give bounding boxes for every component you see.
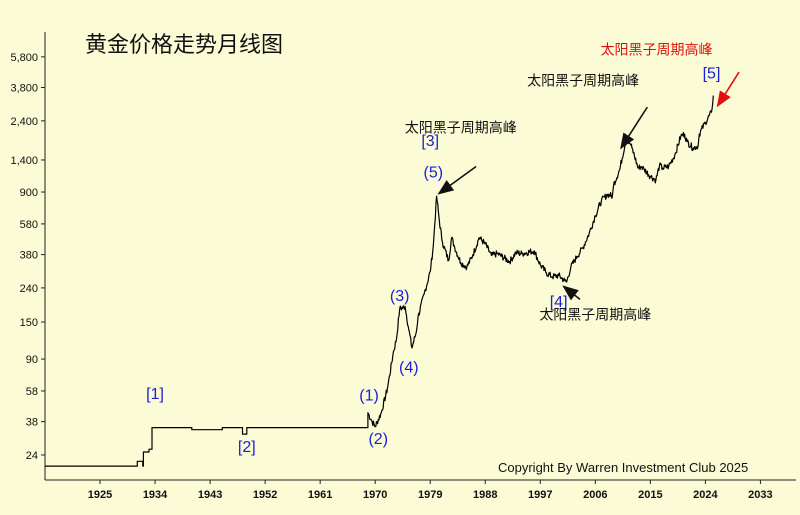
y-tick-label: 900 [20, 187, 38, 199]
wave-label: [2] [238, 439, 256, 456]
sunspot-peak-label: 太阳黑子周期高峰 [405, 119, 517, 136]
sunspot-peak-label: 太阳黑子周期高峰 [527, 73, 639, 90]
y-tick-label: 58 [26, 386, 38, 398]
chart-title: 黄金价格走势月线图 [85, 33, 283, 58]
y-tick-label: 240 [20, 283, 38, 295]
y-tick-label: 1,400 [10, 155, 38, 167]
x-tick-label: 1970 [363, 489, 387, 501]
x-tick-label: 2015 [638, 489, 662, 501]
wave-label: [1] [146, 386, 164, 403]
y-tick-label: 2,400 [10, 116, 38, 128]
x-tick-label: 1961 [308, 489, 332, 501]
wave-label: [3] [421, 133, 439, 150]
y-tick-label: 5,800 [10, 52, 38, 64]
wave-label: (1) [359, 387, 379, 404]
copyright-text: Copyright By Warren Investment Club 2025 [498, 460, 748, 475]
wave-label: (5) [424, 164, 444, 181]
annotation-arrow [437, 165, 477, 195]
y-tick-label: 38 [26, 417, 38, 429]
y-tick-label: 380 [20, 250, 38, 262]
wave-label: [4] [550, 294, 568, 311]
x-tick-label: 1943 [198, 489, 222, 501]
x-tick-label: 2006 [583, 489, 607, 501]
x-tick-label: 1988 [473, 489, 497, 501]
annotation-arrow [716, 71, 740, 108]
x-tick-label: 1934 [143, 489, 168, 501]
x-tick-label: 1997 [528, 489, 552, 501]
wave-label: (3) [390, 288, 410, 305]
y-tick-label: 3,800 [10, 83, 38, 95]
x-tick-label: 1979 [418, 489, 442, 501]
wave-label: (4) [399, 359, 419, 376]
y-tick-label: 580 [20, 219, 38, 231]
wave-label: (2) [368, 431, 388, 448]
sunspot-peak-label: 太阳黑子周期高峰 [539, 307, 651, 324]
y-tick-label: 150 [20, 317, 38, 329]
annotation-arrow [620, 106, 648, 150]
x-tick-label: 1952 [253, 489, 277, 501]
y-tick-label: 24 [26, 450, 38, 462]
x-tick-label: 1925 [88, 489, 112, 501]
wave-label: [5] [703, 66, 721, 83]
x-tick-label: 2024 [693, 489, 718, 501]
gold-price-line [45, 95, 714, 467]
x-tick-label: 2033 [748, 489, 772, 501]
sunspot-peak-label: 太阳黑子周期高峰 [600, 41, 712, 58]
annotation-arrow [562, 285, 581, 301]
y-tick-label: 90 [26, 354, 38, 366]
